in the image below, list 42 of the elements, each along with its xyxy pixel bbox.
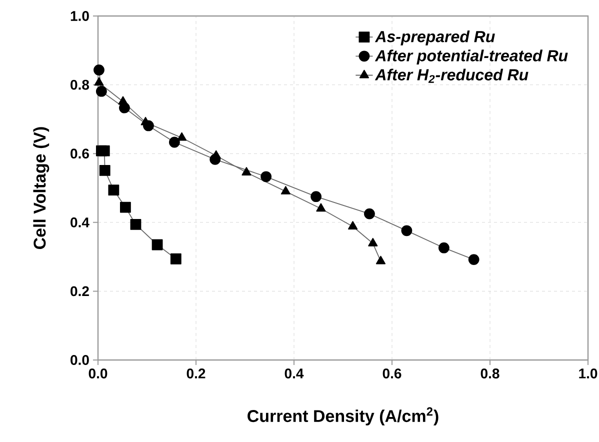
y-tick-label: 0.0 bbox=[70, 355, 89, 365]
x-axis-title: Current Density (A/cm$^{2}$) bbox=[248, 407, 438, 426]
point bbox=[108, 184, 120, 196]
x-tick-label: 0.8 bbox=[480, 368, 500, 378]
point bbox=[177, 132, 187, 141]
point bbox=[242, 167, 252, 176]
y-tick-label: 0.8 bbox=[70, 80, 90, 90]
legend-label: After H$_{2}$-reduced Ru bbox=[374, 68, 528, 83]
point bbox=[348, 221, 358, 230]
point bbox=[260, 171, 272, 182]
point bbox=[99, 165, 110, 176]
x-tick-label: 0.4 bbox=[284, 368, 304, 378]
x-tick-label: 0.2 bbox=[186, 368, 206, 378]
point bbox=[120, 202, 131, 213]
point bbox=[130, 219, 142, 230]
point bbox=[316, 203, 326, 212]
point bbox=[401, 225, 412, 236]
legend-label: After potential-treated Ru bbox=[374, 50, 568, 65]
legend-label: As-prepared Ru bbox=[374, 30, 495, 46]
point bbox=[438, 242, 450, 254]
point bbox=[170, 253, 182, 264]
y-tick-label: 1.0 bbox=[70, 11, 89, 21]
point bbox=[98, 145, 110, 156]
y-tick-label: 0.6 bbox=[70, 148, 89, 159]
point bbox=[152, 239, 163, 250]
y-tick-label: 0.4 bbox=[70, 217, 90, 228]
y-axis-title: Cell Voltage (V) bbox=[33, 127, 50, 250]
y-tick-label: 0.2 bbox=[70, 286, 89, 296]
point bbox=[376, 256, 386, 264]
point bbox=[368, 238, 378, 246]
point bbox=[118, 96, 128, 105]
point bbox=[364, 208, 375, 220]
x-tick-label: 0.0 bbox=[88, 368, 108, 378]
point bbox=[94, 64, 104, 76]
point bbox=[168, 136, 180, 148]
x-tick-label: 0.6 bbox=[382, 368, 402, 378]
point bbox=[96, 86, 107, 97]
x-tick-label: 1.0 bbox=[579, 368, 598, 378]
point bbox=[310, 191, 322, 202]
point bbox=[94, 77, 104, 86]
point bbox=[280, 186, 290, 194]
point bbox=[468, 254, 480, 265]
